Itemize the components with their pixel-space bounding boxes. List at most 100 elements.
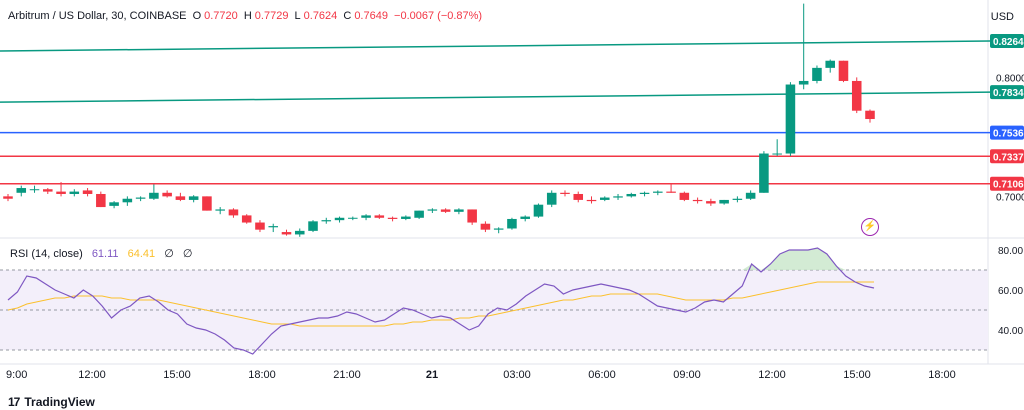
price-level-line <box>0 91 991 103</box>
time-tick-label: 21:00 <box>333 369 361 381</box>
candle <box>520 215 530 222</box>
candle-body <box>202 196 212 211</box>
candle <box>374 214 385 219</box>
candle-body <box>851 80 862 111</box>
candle <box>719 199 729 205</box>
candle <box>241 214 252 224</box>
candle <box>706 198 716 206</box>
candle-body <box>613 196 623 198</box>
high-value: 0.7729 <box>254 10 289 22</box>
candle <box>334 216 345 223</box>
candle-body <box>348 217 358 219</box>
candle-body <box>719 199 729 204</box>
lightning-icon[interactable]: ⚡ <box>861 218 879 236</box>
price-level-box <box>990 176 1024 191</box>
candle-body <box>69 191 80 194</box>
candle <box>427 208 438 214</box>
candle-body <box>599 197 610 200</box>
candle-body <box>122 198 133 203</box>
candle-body <box>387 217 398 219</box>
candle <box>29 185 40 193</box>
price-levels <box>0 40 991 185</box>
price-tick-label: 0.7000 <box>996 192 1024 203</box>
rsi-na-2: ∅ <box>182 248 193 260</box>
candle <box>188 195 199 203</box>
candle <box>745 190 756 200</box>
rsi-na-1: ∅ <box>164 248 174 260</box>
candle <box>56 182 66 197</box>
time-tick-label: 15:00 <box>163 369 191 381</box>
candle-body <box>546 192 557 205</box>
currency-label[interactable]: USD <box>990 11 1014 23</box>
candle-body <box>268 226 279 228</box>
candle <box>294 228 305 237</box>
price-level-tag: 0.8264 <box>990 33 1024 48</box>
price-level-tag: 0.7536 <box>990 125 1024 140</box>
tradingview-brand[interactable]: 17 TradingView <box>8 395 95 409</box>
candle <box>440 208 451 214</box>
candle <box>321 217 332 224</box>
candle-body <box>732 198 743 200</box>
candle-body <box>653 191 663 193</box>
price-level-box <box>990 149 1024 164</box>
candle-body <box>135 197 146 199</box>
candle-body <box>759 153 769 193</box>
candle <box>454 208 464 215</box>
rsi-ma-line <box>7 281 874 327</box>
candle <box>851 77 862 114</box>
rsi-tick-label: 80.00 <box>998 246 1023 257</box>
symbol-label[interactable]: Arbitrum / US Dollar, 30, COINBASE <box>8 10 187 22</box>
candle <box>613 193 623 200</box>
candle <box>348 216 358 221</box>
price-level-label: 0.8264 <box>993 37 1024 48</box>
candle-body <box>560 192 570 194</box>
price-level-label: 0.7337 <box>993 152 1024 163</box>
candle-body <box>666 191 676 193</box>
candle <box>414 210 424 219</box>
time-tick-label: 12:00 <box>78 369 106 381</box>
candle-body <box>334 217 345 221</box>
change-value: −0.0067 (−0.87%) <box>394 10 483 22</box>
high-label: H <box>243 10 252 22</box>
time-tick-label: 09:00 <box>673 369 701 381</box>
candle <box>255 220 265 233</box>
candle-body <box>812 67 822 81</box>
candle-body <box>3 196 13 199</box>
price-level-tag: 0.7834 <box>990 85 1024 100</box>
candle-body <box>361 215 371 218</box>
close-value: 0.7649 <box>354 10 388 22</box>
candle-body <box>520 216 530 219</box>
candle-body <box>785 84 796 154</box>
candle <box>679 191 690 202</box>
candle-body <box>507 218 517 229</box>
rsi-title[interactable]: RSI (14, close) <box>10 248 83 260</box>
candle <box>838 60 849 83</box>
candle <box>759 151 769 193</box>
candle-body <box>493 228 504 230</box>
tradingview-logo-icon: 17 <box>8 395 20 409</box>
time-tick-label: 21 <box>426 369 438 381</box>
candle-body <box>175 196 186 200</box>
candle-body <box>16 188 27 193</box>
candle-body <box>228 209 239 216</box>
candle-body <box>838 60 849 81</box>
rsi-pane <box>0 247 988 355</box>
time-tick-label: 18:00 <box>928 369 956 381</box>
candle <box>546 190 557 208</box>
candle-body <box>692 199 703 202</box>
candle-body <box>281 232 292 235</box>
price-level-box <box>990 125 1024 140</box>
candle-body <box>772 153 782 155</box>
candle <box>653 190 663 196</box>
candle <box>493 227 504 234</box>
candle <box>626 192 637 198</box>
candle <box>3 193 13 202</box>
price-tick-label: 0.8000 <box>996 73 1024 84</box>
candle-body <box>865 110 875 120</box>
candle-body <box>798 80 809 85</box>
candle <box>507 217 517 230</box>
candle <box>812 65 822 84</box>
candle-body <box>706 201 716 204</box>
candle <box>639 191 650 197</box>
